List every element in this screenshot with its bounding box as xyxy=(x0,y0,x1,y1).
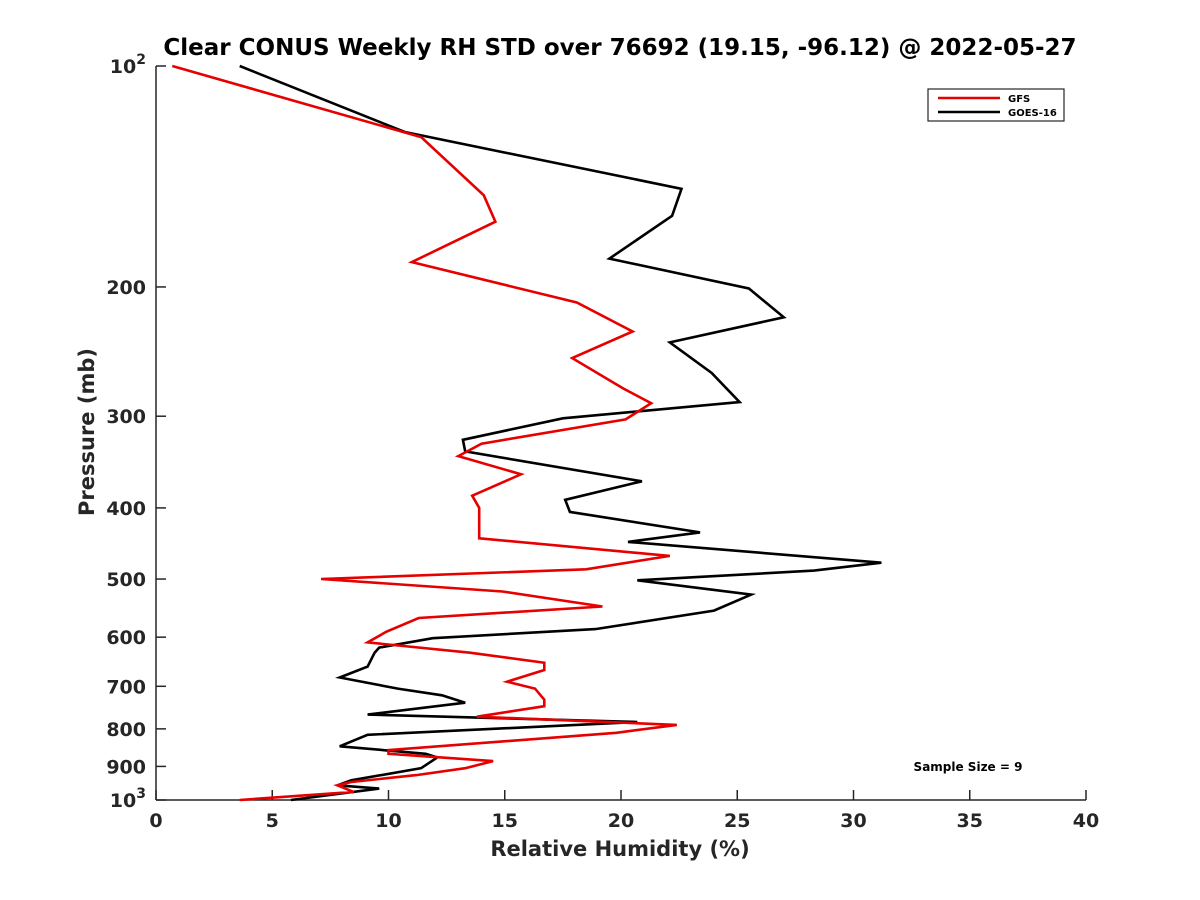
x-tick-label: 40 xyxy=(1073,810,1099,832)
y-tick-label-exponent: 2 xyxy=(136,52,146,68)
x-axis-title: Relative Humidity (%) xyxy=(490,837,749,861)
chart-title: Clear CONUS Weekly RH STD over 76692 (19… xyxy=(163,35,1076,61)
y-tick-label: 400 xyxy=(106,498,146,520)
legend-box xyxy=(927,88,1065,122)
legend-label-gfs: GFS xyxy=(1008,94,1030,105)
series-line-goes-16 xyxy=(239,64,882,802)
series-line-gfs xyxy=(171,64,677,802)
x-tick-label: 15 xyxy=(492,810,518,832)
y-tick-label-exponent: 3 xyxy=(136,786,146,802)
x-tick-label: 25 xyxy=(724,810,750,832)
y-tick-label-base: 10 xyxy=(110,56,136,78)
x-tick-label: 0 xyxy=(149,810,162,832)
y-tick-label-base: 10 xyxy=(110,790,136,812)
x-tick-label: 5 xyxy=(266,810,279,832)
y-tick-label: 800 xyxy=(106,719,146,741)
y-tick-label: 102 xyxy=(110,52,146,78)
x-tick-label: 30 xyxy=(840,810,866,832)
plot-area: 0 5 10 15 20 25 30 35 40102200300400500600700800… xyxy=(106,52,1099,832)
legend: GFS GOES-16 xyxy=(927,88,1065,122)
x-tick-label: 10 xyxy=(375,810,401,832)
y-tick-label: 300 xyxy=(106,406,146,428)
y-tick-label: 500 xyxy=(106,569,146,591)
y-tick-label: 200 xyxy=(106,277,146,299)
legend-label-goes-16: GOES-16 xyxy=(1008,108,1057,119)
y-tick-label: 700 xyxy=(106,676,146,698)
y-tick-label: 103 xyxy=(110,786,146,812)
y-tick-label: 900 xyxy=(106,756,146,778)
y-tick-label: 600 xyxy=(106,627,146,649)
y-axis-title: Pressure (mb) xyxy=(75,348,99,516)
sample-size-annotation: Sample Size = 9 xyxy=(914,760,1023,774)
x-tick-label: 35 xyxy=(957,810,983,832)
x-tick-label: 20 xyxy=(608,810,634,832)
